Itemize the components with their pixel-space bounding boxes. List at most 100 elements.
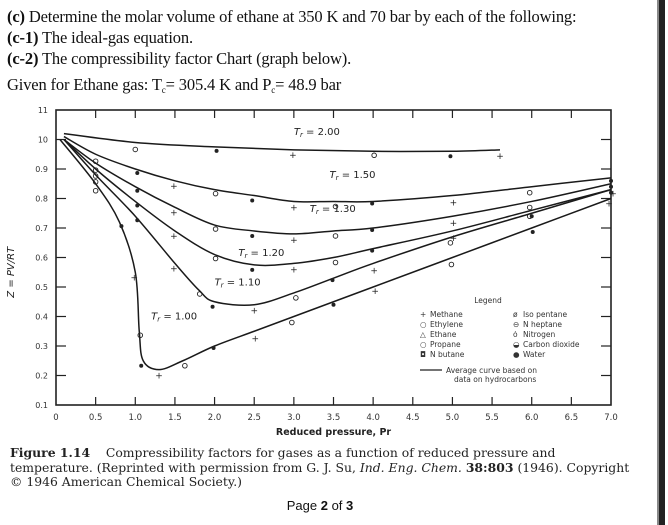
chart-svg: 0 0.5 1.0 1.5 2.0 2.5 3.0 3.5 4.0 4.5 5.0 5.5 6.0 6.5… <box>6 106 618 438</box>
data-marker <box>132 146 139 153</box>
legend-label: Ethylene <box>430 320 463 329</box>
data-marker <box>289 319 295 326</box>
data-marker <box>135 218 140 223</box>
x-tick-label: 4.0 <box>366 413 380 423</box>
data-marker: + <box>371 287 379 297</box>
data-marker: + <box>605 200 613 210</box>
legend-symbol: ø <box>513 310 518 319</box>
question-c2: (c-2) The compressibility factor Chart (… <box>7 49 352 68</box>
legend-label: Ethane <box>430 330 457 339</box>
curve-Tr120 <box>63 138 612 267</box>
data-marker <box>293 295 299 301</box>
data-marker <box>212 255 219 262</box>
y-tick-label: 0.2 <box>35 372 48 381</box>
y-tick-label: 0.3 <box>35 342 48 351</box>
data-marker <box>332 259 339 266</box>
legend-symbol: ○ <box>420 320 427 329</box>
data-marker <box>135 171 140 175</box>
y-tick-label: 11 <box>38 106 48 115</box>
legend-title: Legend <box>474 296 502 305</box>
data-marker <box>137 332 143 338</box>
data-marker: + <box>290 265 298 275</box>
y-axis-label: Z = PV/RT <box>6 246 17 299</box>
data-marker <box>526 204 533 211</box>
legend-symbol: △ <box>420 330 426 339</box>
legend-label: Nitrogen <box>523 330 556 339</box>
curve-label: Tr = 1.50 <box>330 170 376 182</box>
data-marker <box>212 190 219 197</box>
data-marker <box>210 304 215 309</box>
legend-line-label: Average curve based on <box>446 366 537 375</box>
legend-label: N heptane <box>523 320 562 329</box>
data-marker: + <box>450 219 458 229</box>
data-marker: + <box>131 273 139 283</box>
curve-label: Tr = 1.00 <box>151 311 197 323</box>
legend-symbol: ○ <box>420 340 427 349</box>
data-marker <box>214 148 219 153</box>
data-marker <box>448 154 453 159</box>
x-tick-label: 5.0 <box>446 413 460 423</box>
curve-label: Tr = 1.10 <box>215 278 261 290</box>
legend-symbol: ⊖ <box>513 320 519 329</box>
legend-label: Water <box>523 350 546 359</box>
legend-label: Carbon dioxide <box>523 340 580 349</box>
data-marker: + <box>450 234 458 244</box>
data-marker <box>609 184 613 189</box>
curve-label: Tr = 1.20 <box>238 248 284 260</box>
data-marker <box>139 363 144 368</box>
data-marker <box>448 261 455 268</box>
data-marker <box>211 346 216 350</box>
legend-line-label-2: data on hydrocarbons <box>454 375 536 384</box>
data-marker: + <box>290 236 298 246</box>
curve-Tr110 <box>63 138 612 306</box>
data-marker <box>370 201 375 206</box>
data-marker <box>92 173 99 179</box>
data-marker <box>371 152 377 159</box>
data-marker: + <box>290 203 298 213</box>
curve-Tr100 <box>59 139 612 371</box>
y-tick-label: 10 <box>38 136 48 145</box>
legend-label: Methane <box>430 310 463 319</box>
data-marker: + <box>289 151 297 161</box>
data-marker <box>447 240 454 246</box>
legend-symbol: + <box>420 310 426 319</box>
data-marker <box>212 226 219 232</box>
data-marker <box>526 189 533 196</box>
data-marker: + <box>609 190 617 200</box>
y-tick-label: 0.6 <box>35 254 48 263</box>
x-tick-label: 2.5 <box>247 413 261 423</box>
x-tick-label: 2.0 <box>208 413 222 423</box>
legend-label: Iso pentane <box>523 310 568 319</box>
curve-Tr150 <box>63 135 612 203</box>
data-marker <box>530 230 535 234</box>
curve-Tr130 <box>63 138 612 235</box>
data-marker: + <box>251 334 259 344</box>
compressibility-chart: 0 0.5 1.0 1.5 2.0 2.5 3.0 3.5 4.0 4.5 5.0 5.5 6.0 6.5… <box>0 95 640 440</box>
curve-Tr200 <box>63 132 501 153</box>
data-marker <box>609 178 613 183</box>
data-marker <box>609 190 613 195</box>
y-tick-label: 0.9 <box>35 165 48 174</box>
x-tick-label: 7.0 <box>604 413 618 423</box>
data-marker <box>332 233 339 239</box>
x-tick-label: 0.5 <box>89 413 103 423</box>
data-marker: + <box>170 232 178 242</box>
data-marker <box>529 214 534 219</box>
legend-label: Propane <box>430 340 461 349</box>
x-tick-label: 3.0 <box>287 413 301 423</box>
scrollbar[interactable] <box>657 0 665 525</box>
figure-caption: Figure 1.14 Compressibility factors for … <box>10 445 630 489</box>
curve-label: Tr = 1.30 <box>310 204 356 216</box>
y-tick-label: 0.8 <box>35 195 48 204</box>
data-marker: + <box>170 208 178 218</box>
data-marker <box>370 248 375 253</box>
y-tick-label: 0.7 <box>35 224 48 233</box>
data-marker: + <box>155 372 163 382</box>
x-tick-label: 3.5 <box>327 413 341 423</box>
legend-symbol: ◘ <box>420 350 426 359</box>
data-marker <box>370 228 375 232</box>
data-marker <box>330 278 335 283</box>
data-marker <box>250 267 255 272</box>
x-axis-label: Reduced pressure, Pr <box>276 427 392 438</box>
data-marker <box>332 203 339 210</box>
